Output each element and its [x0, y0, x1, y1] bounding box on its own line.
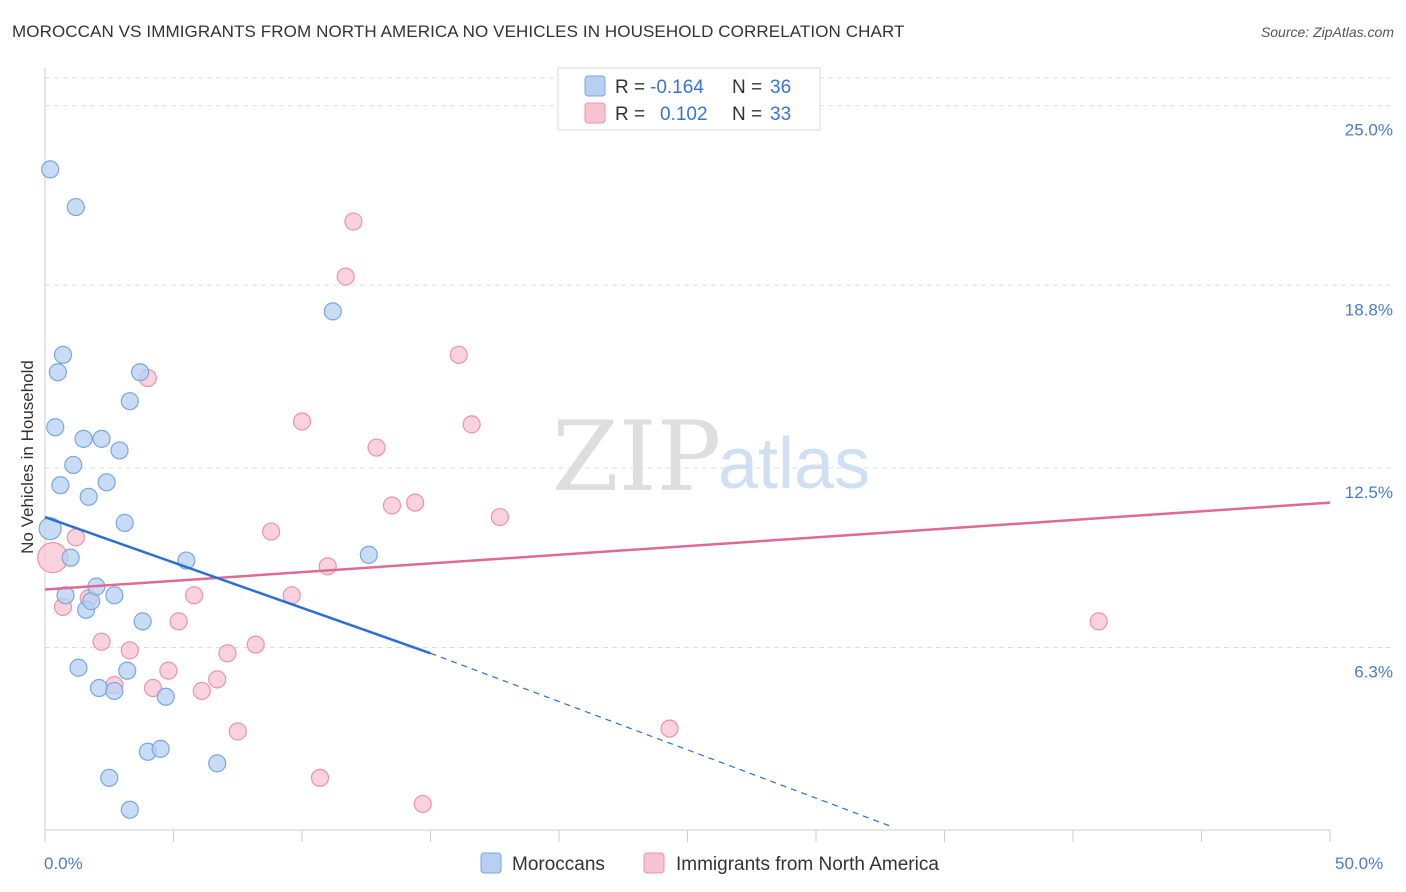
moroccan-point	[110, 441, 129, 460]
immigrant-point	[413, 794, 432, 814]
moroccan-point	[92, 429, 111, 448]
immigrant-point	[660, 719, 679, 738]
immigrant-point	[292, 412, 312, 431]
moroccan-point	[105, 681, 124, 701]
immigrant-point	[405, 493, 425, 512]
y-tick-label: 25.0%	[1345, 121, 1393, 140]
legend-n-label-2: N =	[732, 104, 767, 125]
moroccan-point	[69, 658, 88, 677]
immigrant-point	[310, 768, 330, 787]
immigrant-point	[66, 528, 85, 547]
moroccan-point	[323, 302, 342, 321]
immigrant-point	[382, 496, 402, 515]
legend-r-value-1: -0.164	[650, 77, 704, 98]
moroccan-point	[64, 455, 83, 475]
moroccan-point	[156, 687, 175, 706]
moroccan-point	[51, 476, 70, 495]
moroccan-point	[74, 429, 93, 448]
y-tick-labels: 6.3% 12.5% 18.8% 25.0%	[1345, 121, 1393, 682]
y-axis-label: No Vehicles in Household	[18, 360, 37, 554]
series-moroccans-points	[38, 160, 378, 819]
y-tick-label: 18.8%	[1345, 300, 1393, 319]
immigrant-point	[192, 681, 211, 701]
moroccan-point	[100, 768, 119, 787]
moroccan-point	[120, 800, 139, 819]
bottom-legend-label-moroccans: Moroccans	[512, 854, 605, 875]
moroccan-point	[48, 363, 67, 382]
x-tick-label-max: 50.0%	[1335, 854, 1383, 873]
legend-r-label-1: R =	[615, 77, 650, 98]
bottom-legend-swatch-immigrants	[643, 852, 665, 874]
legend-r-label-2: R =	[615, 104, 650, 125]
immigrant-point	[208, 670, 227, 689]
immigrant-point	[169, 612, 188, 631]
moroccan-point	[133, 612, 152, 631]
watermark-atlas: atlas	[718, 424, 870, 504]
moroccan-point	[97, 473, 116, 492]
moroccan-point	[53, 345, 73, 364]
y-tick-label: 6.3%	[1354, 662, 1393, 681]
stats-legend: R = -0.164 N = 36 R = 0.102 N = 33	[557, 67, 821, 131]
y-tick-label: 12.5%	[1345, 483, 1393, 502]
immigrant-point	[318, 557, 337, 576]
legend-r-value-2: 0.102	[660, 104, 708, 125]
immigrant-point	[490, 507, 509, 527]
immigrant-point	[228, 722, 247, 741]
series-legend: Moroccans Immigrants from North America	[480, 852, 939, 875]
immigrant-point	[120, 641, 139, 660]
immigrant-point	[143, 678, 163, 698]
moroccan-point	[208, 754, 227, 773]
immigrant-point	[218, 644, 237, 663]
chart-title: MOROCCAN VS IMMIGRANTS FROM NORTH AMERIC…	[12, 22, 905, 41]
moroccan-point	[120, 392, 139, 411]
immigrant-point	[336, 267, 355, 286]
moroccan-point	[359, 545, 378, 564]
watermark-zip: ZIP	[552, 401, 721, 513]
immigrant-point	[1089, 612, 1108, 631]
moroccan-point	[130, 363, 150, 382]
moroccan-point	[118, 661, 137, 680]
moroccan-point	[41, 160, 60, 179]
bottom-legend-swatch-moroccans	[480, 852, 502, 874]
moroccan-point	[151, 739, 170, 758]
immigrant-point	[262, 522, 281, 541]
moroccan-point	[79, 487, 98, 506]
immigrant-point	[367, 438, 386, 457]
moroccan-point	[46, 418, 65, 437]
trend-line-moroccans	[44, 515, 431, 655]
trend-line-immigrants	[44, 501, 1331, 591]
immigrant-point	[184, 586, 204, 605]
immigrant-point	[92, 632, 111, 651]
legend-swatch-moroccans	[584, 75, 606, 97]
legend-n-label-1: N =	[732, 77, 767, 98]
moroccan-point	[66, 197, 85, 217]
source-label: Source: ZipAtlas.com	[1260, 24, 1394, 40]
moroccan-point	[89, 678, 109, 698]
x-tick-marks	[44, 830, 1331, 842]
moroccan-point	[56, 586, 75, 605]
immigrant-point	[159, 661, 178, 680]
legend-n-value-1: 36	[770, 77, 791, 98]
moroccan-point	[115, 513, 134, 532]
immigrant-point	[449, 345, 468, 364]
trend-lines	[44, 501, 1331, 828]
gridlines	[45, 77, 1392, 648]
legend-n-value-2: 33	[770, 104, 791, 125]
legend-swatch-immigrants	[584, 102, 606, 124]
moroccan-point	[105, 586, 124, 605]
immigrant-point	[246, 635, 265, 654]
bottom-legend-label-immigrants: Immigrants from North America	[676, 854, 939, 875]
trend-line-moroccans-extension	[430, 652, 894, 828]
moroccan-point	[61, 548, 80, 567]
immigrant-point	[344, 212, 363, 231]
x-tick-label-min: 0.0%	[44, 854, 83, 873]
immigrant-point	[462, 415, 481, 434]
